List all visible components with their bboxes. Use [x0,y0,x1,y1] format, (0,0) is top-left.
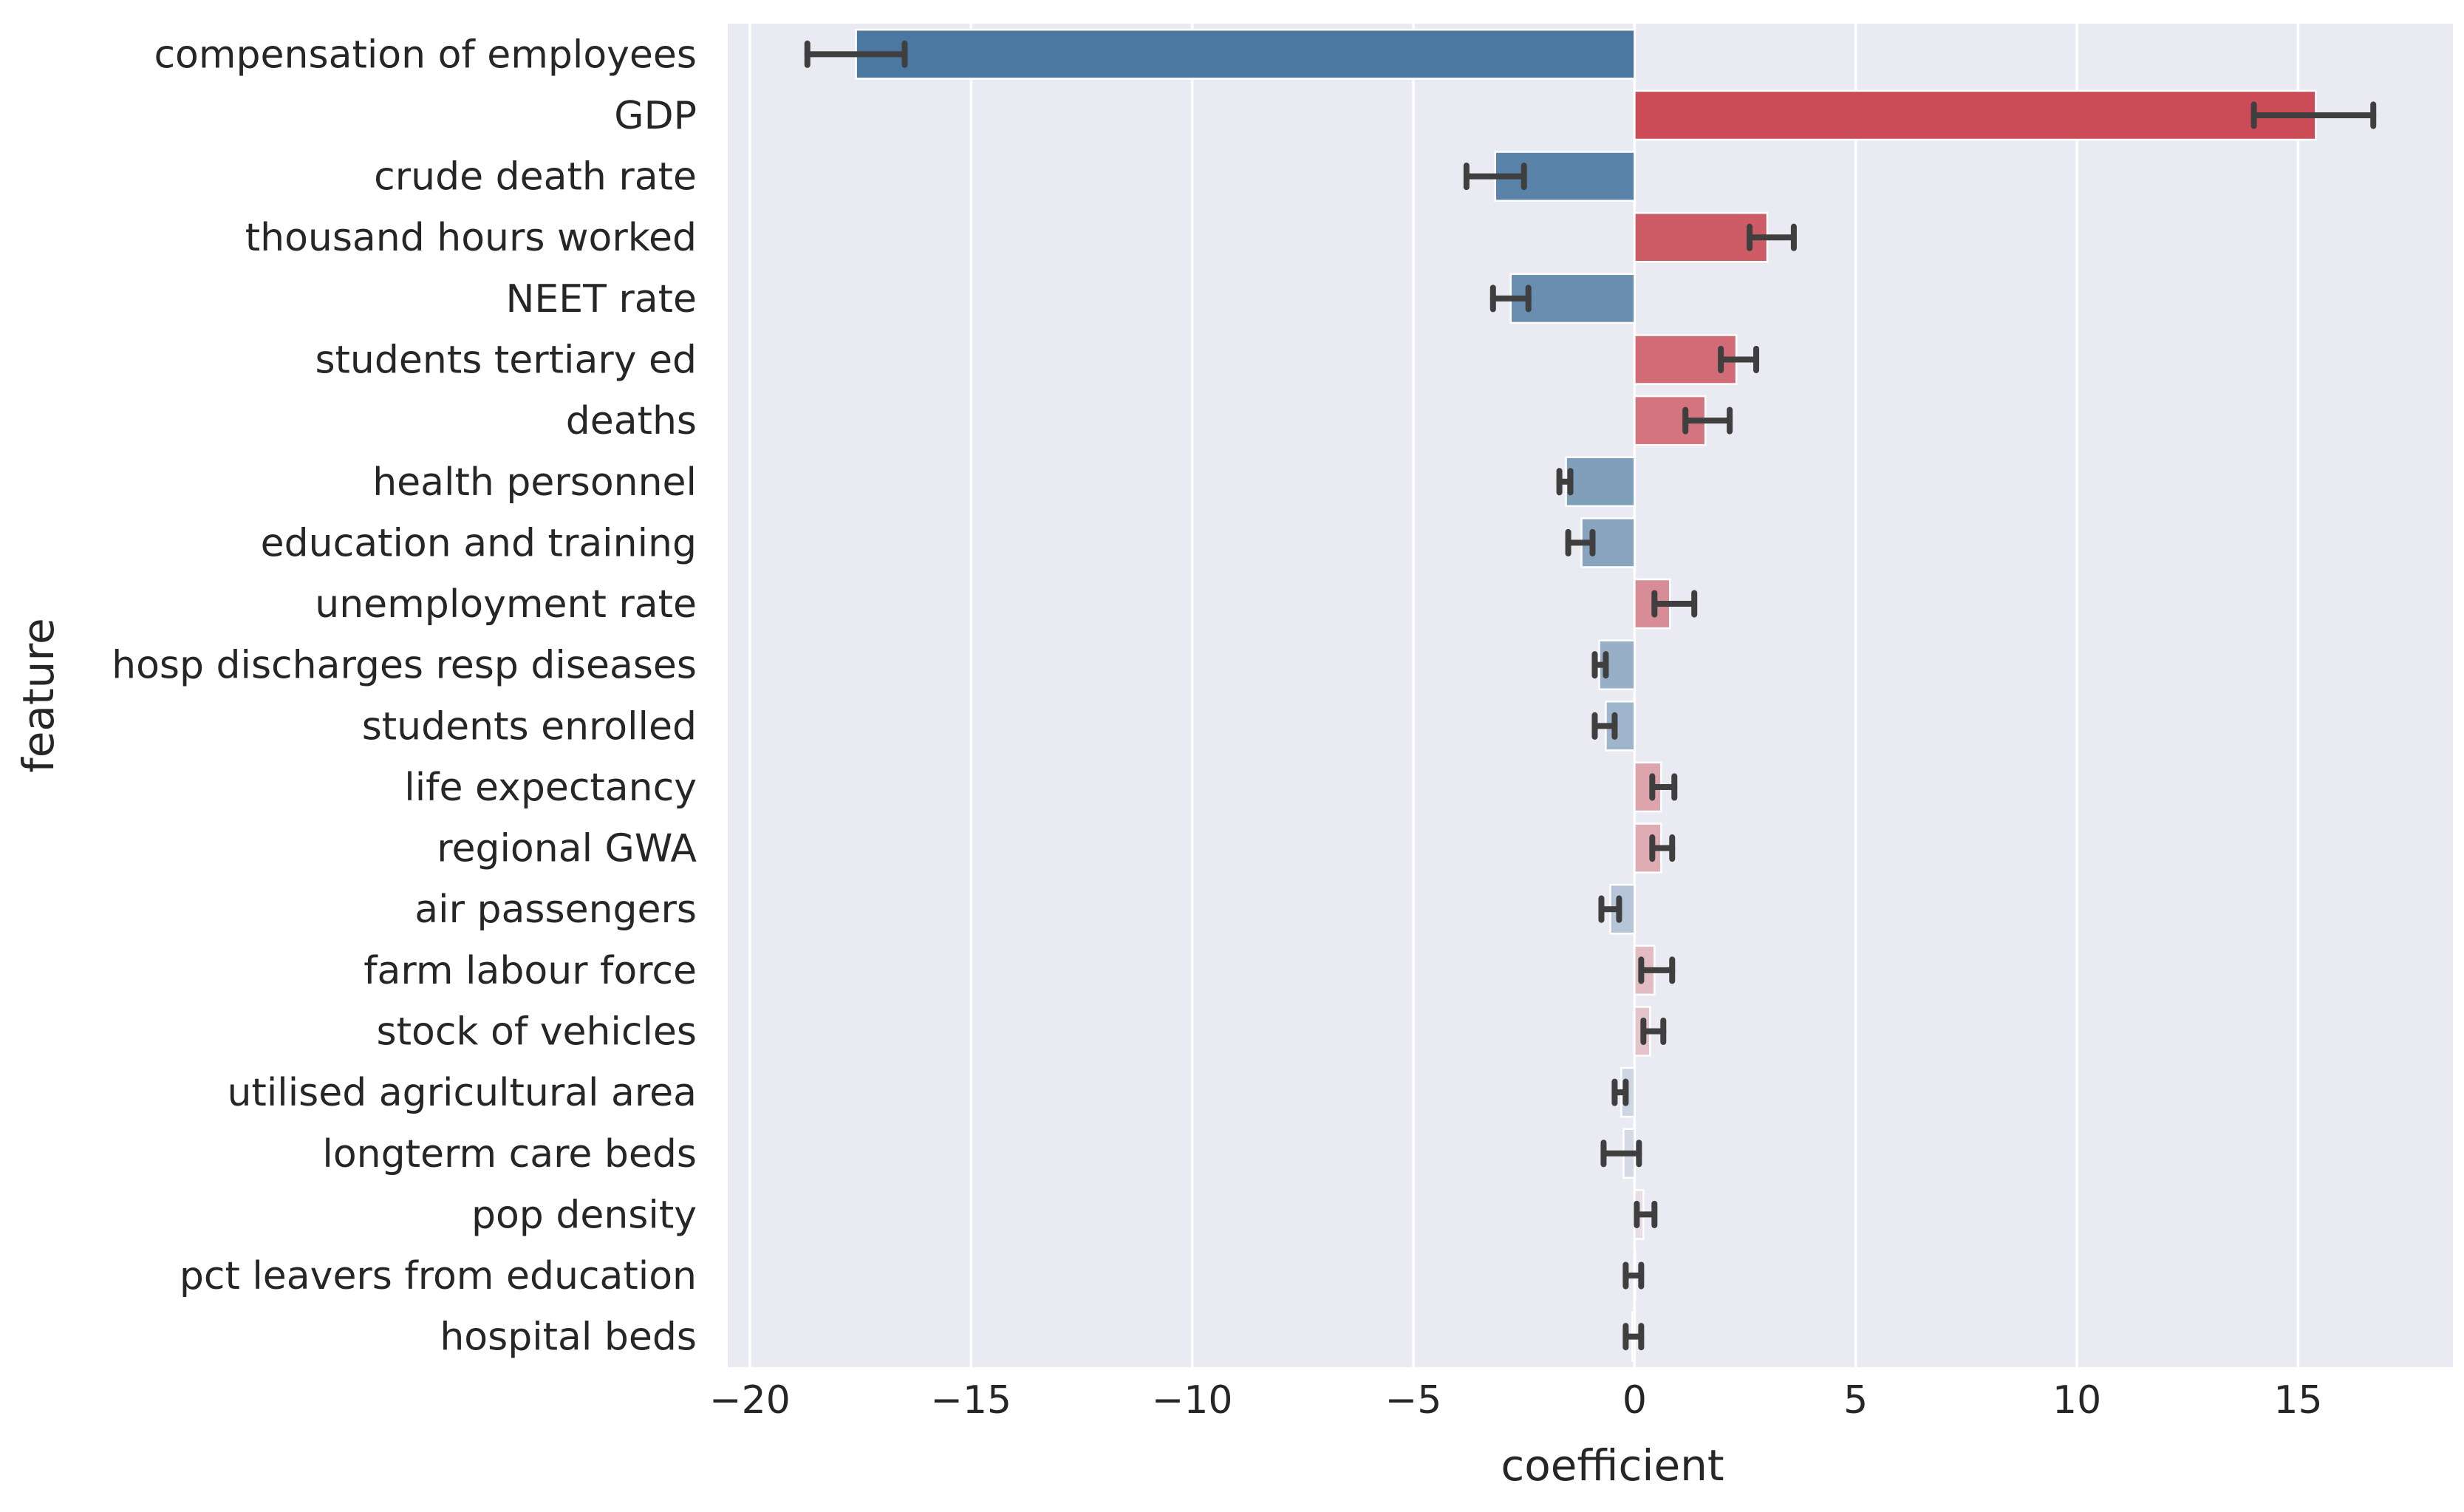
x-tick-label: −10 [1152,1378,1233,1423]
bar [855,29,1636,80]
y-tick-label: air passengers [414,888,697,932]
y-tick-label: health personnel [372,460,697,505]
x-tick-label: −15 [930,1378,1011,1423]
bar [1634,89,2317,141]
y-tick-label: pop density [471,1193,697,1237]
x-tick-label: 15 [2273,1378,2322,1423]
y-axis-title: feature [13,618,64,772]
x-axis-title: coefficient [1501,1440,1724,1491]
y-tick-labels: compensation of employees GDP crude death … [112,33,697,1359]
x-tick-label: −20 [709,1378,791,1423]
y-tick-label: regional GWA [437,827,697,871]
y-tick-label: thousand hours worked [245,216,697,260]
x-tick-label: −5 [1385,1378,1442,1423]
y-tick-label: education and training [261,521,697,565]
y-tick-label: GDP [614,94,697,138]
y-tick-label: deaths [566,399,697,443]
x-tick-label: 10 [2052,1378,2101,1423]
plot-background [728,24,2453,1367]
error-bars-group [804,40,2377,1351]
y-tick-label: hospital beds [440,1315,697,1360]
y-tick-label: life expectancy [404,766,697,810]
y-tick-label: unemployment rate [315,582,697,627]
x-tick-label: 0 [1622,1378,1647,1423]
y-tick-label: farm labour force [364,949,697,993]
x-tick-label: 5 [1843,1378,1868,1423]
y-tick-label: utilised agricultural area [227,1071,697,1115]
bar [1494,151,1636,202]
y-tick-label: students tertiary ed [315,338,697,383]
bar [1634,761,1662,813]
y-tick-label: NEET rate [505,277,697,321]
y-tick-label: pct leavers from education [180,1254,697,1298]
bar [1565,456,1636,508]
y-tick-label: compensation of employees [154,33,697,77]
y-tick-label: hosp discharges resp diseases [112,644,697,688]
x-tick-labels: −20 −15 −10 −5 0 5 10 15 [709,1378,2322,1423]
y-tick-label: longterm care beds [322,1132,697,1176]
y-tick-label: students enrolled [362,704,697,749]
y-tick-label: crude death rate [374,155,697,200]
y-tick-label: stock of vehicles [377,1010,697,1055]
